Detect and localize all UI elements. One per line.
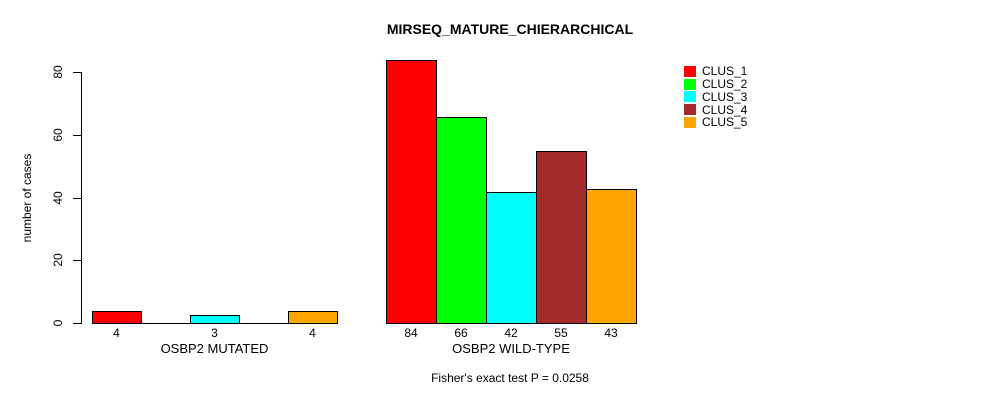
bar-clus-4-group-2	[536, 151, 587, 324]
legend-swatch-icon	[684, 78, 696, 90]
category-label: OSBP2 MUTATED	[160, 341, 269, 356]
legend-swatch-icon	[684, 91, 696, 103]
bar-clus-1-group-2	[386, 60, 437, 324]
y-axis-tick-label: 40	[51, 191, 65, 205]
legend-label: CLUS_4	[702, 102, 748, 117]
bar-value-label: 42	[504, 326, 518, 340]
y-axis-tick-label: 20	[51, 253, 65, 267]
legend: CLUS_1 CLUS_2 CLUS_3 CLUS_4 CLUS_5	[684, 65, 747, 129]
legend-item-clus-3: CLUS_3	[684, 91, 747, 104]
bar-clus-2-group-2	[436, 117, 487, 324]
legend-swatch-icon	[684, 116, 696, 128]
y-axis-tick	[73, 72, 81, 73]
legend-swatch-icon	[684, 65, 696, 77]
legend-item-clus-4: CLUS_4	[684, 103, 747, 116]
y-axis-tick	[73, 135, 81, 136]
y-axis-title: number of cases	[20, 153, 34, 243]
legend-label: CLUS_3	[702, 89, 748, 104]
legend-item-clus-2: CLUS_2	[684, 78, 747, 91]
y-axis-tick-label: 80	[51, 65, 65, 79]
legend-label: CLUS_1	[702, 64, 748, 79]
bar-clus-3-group-2	[486, 192, 537, 324]
y-axis-tick	[73, 198, 81, 199]
bar-value-label: 55	[554, 326, 568, 340]
bar-value-label: 4	[113, 326, 120, 340]
legend-item-clus-1: CLUS_1	[684, 65, 747, 78]
bar-value-label: 66	[454, 326, 468, 340]
bar-clus-3-group-1	[190, 315, 240, 324]
legend-swatch-icon	[684, 104, 696, 116]
legend-label: CLUS_5	[702, 115, 748, 130]
y-axis-tick	[73, 323, 81, 324]
y-axis-tick-label: 0	[51, 319, 65, 327]
bar-clus-5-group-2	[586, 189, 637, 324]
bar-value-label: 84	[404, 326, 418, 340]
fisher-test-footnote: Fisher's exact test P = 0.0258	[431, 371, 589, 385]
category-label: OSBP2 WILD-TYPE	[452, 341, 570, 356]
bar-value-label: 43	[604, 326, 618, 340]
bar-clus-1-group-1	[92, 311, 142, 324]
bar-clus-5-group-1	[288, 311, 338, 324]
y-axis-line	[81, 72, 82, 324]
legend-item-clus-5: CLUS_5	[684, 116, 747, 129]
bar-value-label: 4	[309, 326, 316, 340]
bar-value-label: 3	[211, 326, 218, 340]
chart-title: MIRSEQ_MATURE_CHIERARCHICAL	[386, 21, 634, 37]
y-axis-tick	[73, 260, 81, 261]
legend-label: CLUS_2	[702, 77, 748, 92]
y-axis-tick-label: 60	[51, 128, 65, 142]
